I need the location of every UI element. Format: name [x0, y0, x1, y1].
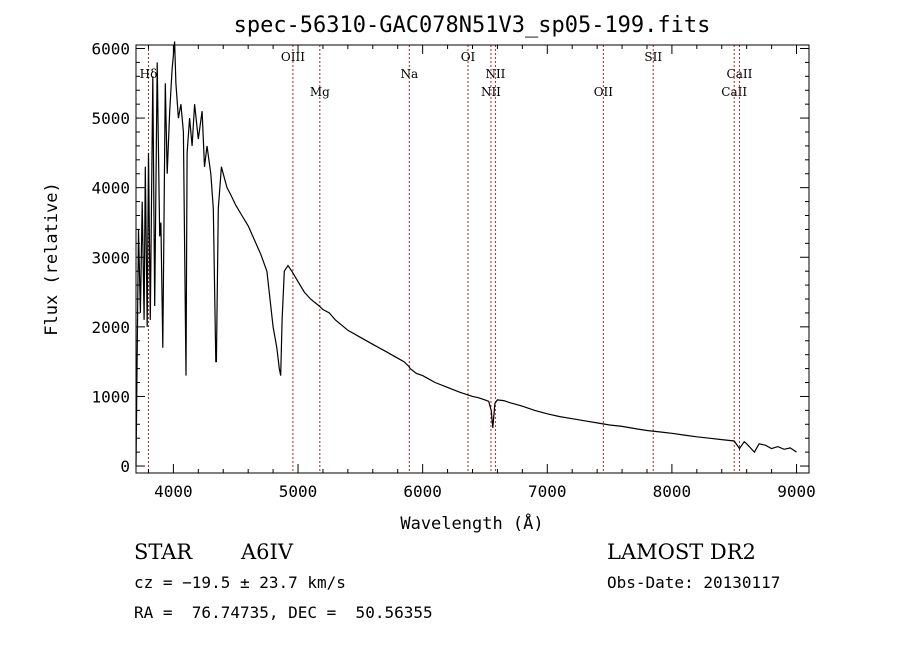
redshift-cz: cz = −19.5 ± 23.7 km/s	[134, 573, 346, 592]
x-axis-label: Wavelength (Å)	[400, 512, 543, 534]
survey-name: LAMOST DR2	[607, 540, 756, 564]
object-subclass: A6IV	[241, 540, 293, 564]
y-tick-label: 1000	[91, 387, 130, 406]
spectrum-series	[135, 41, 797, 467]
object-class: STAR	[134, 540, 193, 564]
obs-date: Obs-Date: 20130117	[607, 573, 781, 592]
x-tick-label: 5000	[279, 482, 318, 501]
line-marker-label: OIII	[281, 50, 305, 64]
line-marker-label: OII	[594, 85, 614, 99]
line-marker-label: Mg	[310, 85, 330, 99]
y-tick-label: 2000	[91, 318, 130, 337]
y-tick-label: 5000	[91, 109, 130, 128]
line-marker-label: NII	[485, 67, 505, 81]
chart-title: spec-56310-GAC078N51V3_sp05-199.fits	[234, 13, 711, 38]
y-axis-label: Flux (relative)	[42, 182, 62, 336]
y-axis-ticks: 0 1000 2000 3000 4000 5000 6000	[91, 39, 809, 476]
line-marker-label: OI	[461, 50, 476, 64]
line-marker-label: CaII	[721, 85, 747, 99]
line-marker-label: Hδ	[140, 67, 158, 81]
x-tick-label: 6000	[403, 482, 442, 501]
ra-dec: RA = 76.74735, DEC = 50.56355	[134, 603, 433, 622]
plot-frame	[135, 44, 810, 474]
spectral-line-markers: Hδ OIII Mg Na OI NII NII OII SII CaII CaII	[140, 45, 753, 473]
line-marker-label: SII	[644, 50, 662, 64]
line-marker-label: Na	[400, 67, 418, 81]
line-marker-label: NII	[481, 85, 501, 99]
x-axis-ticks: 4000 5000 6000 7000 8000 9000	[147, 45, 816, 501]
y-tick-label: 4000	[91, 179, 130, 198]
y-tick-label: 6000	[91, 39, 130, 58]
x-tick-label: 7000	[528, 482, 567, 501]
y-tick-label: 3000	[91, 248, 130, 267]
x-tick-label: 8000	[653, 482, 692, 501]
x-tick-label: 4000	[154, 482, 193, 501]
y-tick-label: 0	[120, 457, 130, 476]
line-marker-label: CaII	[727, 67, 753, 81]
x-tick-label: 9000	[777, 482, 816, 501]
spectrum-line	[135, 41, 797, 467]
